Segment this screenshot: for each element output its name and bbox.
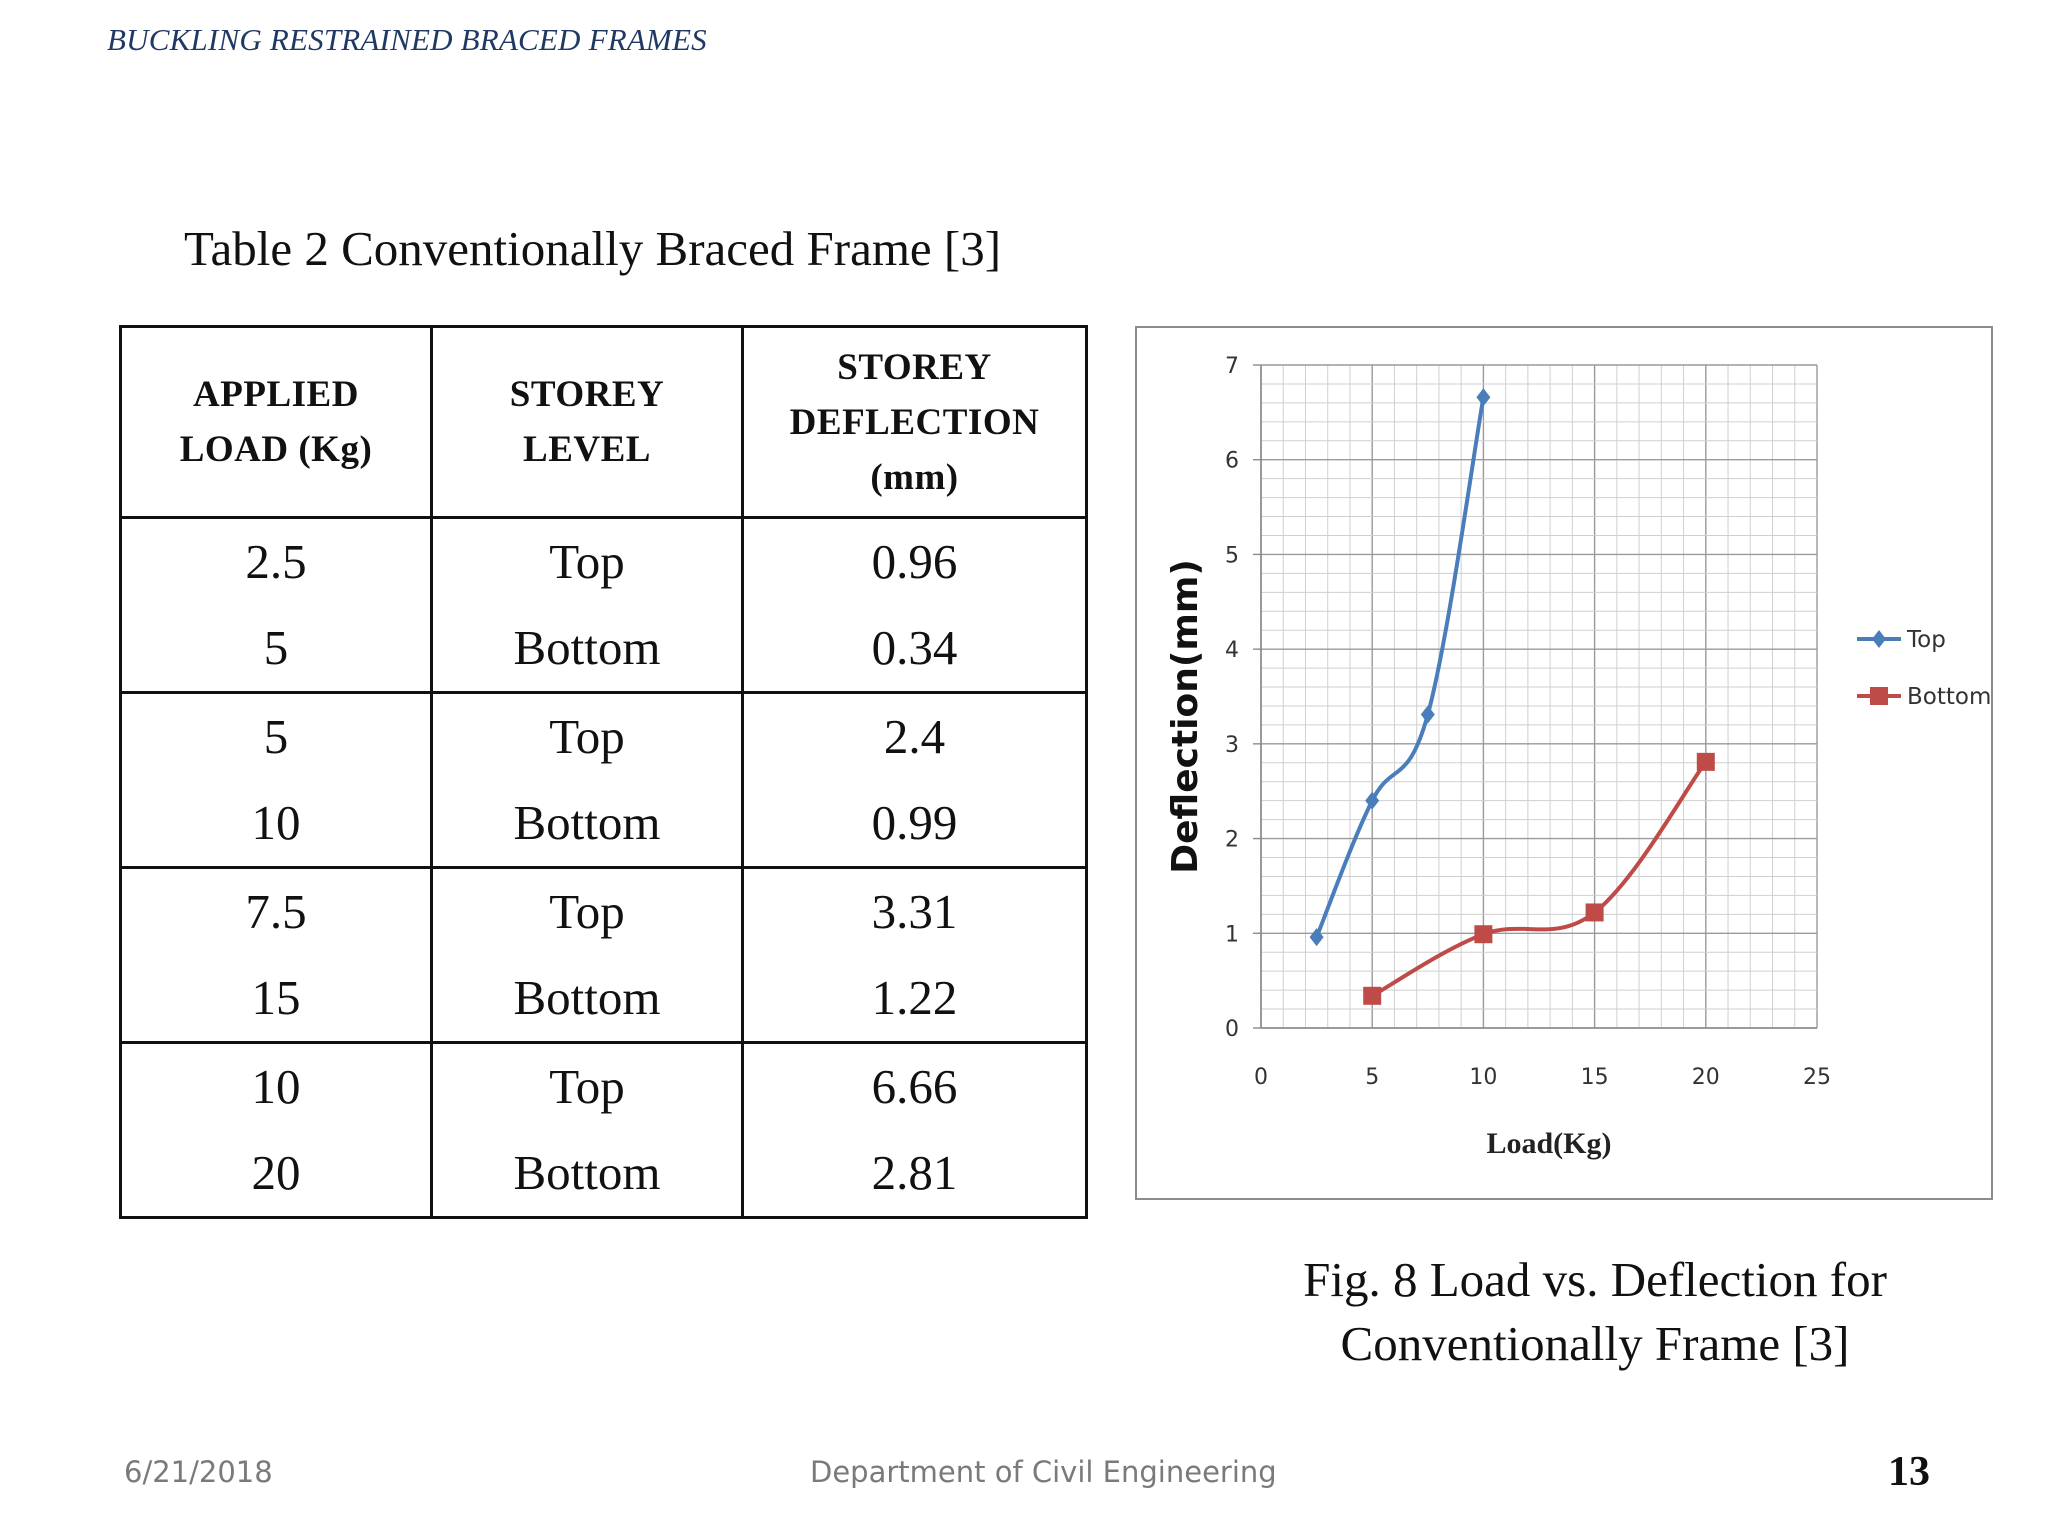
- table-row: 10 20 Top Bottom 6.66 2.81: [119, 1041, 1088, 1219]
- cell-value: 0.96: [871, 534, 958, 589]
- figure-caption-line: Conventionally Frame [3]: [1340, 1316, 1850, 1371]
- y-tick-label: 3: [1225, 733, 1239, 758]
- load-cell: 5 10: [119, 691, 433, 869]
- chart-legend: Top Bottom: [1857, 627, 1991, 710]
- table-row: 7.5 15 Top Bottom 3.31 1.22: [119, 866, 1088, 1044]
- header-storey-level: STOREY LEVEL: [430, 325, 744, 519]
- deflection-cell: 6.66 2.81: [741, 1041, 1088, 1219]
- presentation-header: BUCKLING RESTRAINED BRACED FRAMES: [107, 22, 707, 57]
- cell-value: Bottom: [513, 970, 661, 1025]
- cell-value: 6.66: [871, 1059, 958, 1114]
- table-header-row: APPLIED LOAD (Kg) STOREY LEVEL STOREY DE…: [119, 325, 1088, 519]
- series-line-bottom: [1370, 759, 1708, 998]
- data-point-bottom: [1585, 903, 1604, 922]
- data-point-bottom: [1474, 925, 1493, 944]
- header-line: STOREY: [509, 374, 665, 415]
- y-tick-label: 4: [1225, 638, 1239, 663]
- figure-caption-line: Fig. 8 Load vs. Deflection for: [1303, 1252, 1887, 1307]
- footer-date: 6/21/2018: [124, 1455, 273, 1489]
- cell-value: Top: [549, 709, 625, 764]
- x-tick-label: 10: [1469, 1065, 1497, 1090]
- page-number: 13: [1888, 1449, 1930, 1495]
- cell-value: 2.4: [883, 709, 946, 764]
- cell-value: 7.5: [245, 884, 307, 939]
- cell-value: Bottom: [513, 795, 661, 850]
- y-tick-label: 6: [1225, 449, 1239, 474]
- x-tick-label: 5: [1365, 1065, 1379, 1090]
- x-tick-label: 25: [1803, 1065, 1831, 1090]
- y-tick-label: 1: [1225, 922, 1239, 947]
- level-cell: Top Bottom: [430, 1041, 744, 1219]
- y-tick-label: 7: [1225, 354, 1239, 379]
- legend-label: Top: [1906, 627, 1946, 653]
- load-cell: 7.5 15: [119, 866, 433, 1044]
- cell-value: 1.22: [871, 970, 958, 1025]
- data-point-top: [1420, 705, 1435, 724]
- data-point-top: [1365, 791, 1380, 810]
- legend-swatch-marker: [1872, 630, 1886, 648]
- cell-value: 2.81: [871, 1145, 958, 1200]
- y-tick-label: 0: [1225, 1017, 1239, 1042]
- y-axis-title: Deflection(mm): [1165, 559, 1206, 874]
- data-point-top: [1476, 388, 1491, 407]
- cell-value: 5: [263, 709, 289, 764]
- x-tick-label: 0: [1254, 1065, 1268, 1090]
- level-cell: Top Bottom: [430, 866, 744, 1044]
- table-row: 5 10 Top Bottom 2.4 0.99: [119, 691, 1088, 869]
- header-line: DEFLECTION: [789, 401, 1040, 443]
- header-line: LEVEL: [523, 429, 651, 470]
- y-tick-label: 5: [1225, 543, 1239, 568]
- deflection-cell: 3.31 1.22: [741, 866, 1088, 1044]
- deflection-table: APPLIED LOAD (Kg) STOREY LEVEL STOREY DE…: [119, 325, 1088, 1219]
- cell-value: Top: [549, 884, 625, 939]
- y-tick-label: 2: [1225, 828, 1239, 853]
- data-point-bottom: [1696, 752, 1715, 771]
- footer-department: Department of Civil Engineering: [810, 1455, 1277, 1489]
- x-tick-label: 15: [1581, 1065, 1609, 1090]
- x-axis-title: Load(Kg): [1486, 1127, 1611, 1160]
- load-deflection-chart: 0 1 2 3 4 5 6 7 0 5 10 15 20 25 Load(Kg) Deflection(mm)…: [1135, 326, 1993, 1200]
- cell-value: Bottom: [513, 620, 661, 675]
- series-line-top: [1314, 395, 1486, 940]
- header-line: APPLIED: [193, 374, 359, 415]
- chart-canvas: 0 1 2 3 4 5 6 7 0 5 10 15 20 25 Load(Kg) Deflection(mm)…: [1165, 354, 1991, 1160]
- cell-value: 0.34: [871, 620, 958, 675]
- header-storey-deflection: STOREY DEFLECTION (mm): [741, 325, 1088, 519]
- x-tick-label: 20: [1692, 1065, 1720, 1090]
- cell-value: 2.5: [245, 534, 307, 589]
- cell-value: 3.31: [871, 884, 958, 939]
- cell-value: 0.99: [871, 795, 958, 850]
- legend-swatch-marker: [1870, 687, 1888, 705]
- cell-value: Top: [549, 534, 625, 589]
- level-cell: Top Bottom: [430, 691, 744, 869]
- data-point-top: [1309, 928, 1324, 947]
- level-cell: Top Bottom: [430, 516, 744, 694]
- deflection-cell: 0.96 0.34: [741, 516, 1088, 694]
- cell-value: 15: [251, 970, 301, 1025]
- chart-grid: [1260, 364, 1818, 1029]
- legend-label: Bottom: [1907, 684, 1991, 710]
- load-cell: 10 20: [119, 1041, 433, 1219]
- data-point-bottom: [1363, 986, 1382, 1005]
- header-line: STOREY: [837, 346, 992, 388]
- cell-value: 10: [251, 795, 301, 850]
- cell-value: Top: [549, 1059, 625, 1114]
- deflection-cell: 2.4 0.99: [741, 691, 1088, 869]
- cell-value: 10: [251, 1059, 301, 1114]
- header-line: (mm): [870, 456, 959, 498]
- cell-value: 5: [263, 620, 289, 675]
- chart-series: [1309, 388, 1715, 1005]
- table-row: 2.5 5 Top Bottom 0.96 0.34: [119, 516, 1088, 694]
- figure-caption: Fig. 8 Load vs. Deflection for Conventio…: [1235, 1248, 1955, 1376]
- header-line: LOAD (Kg): [179, 429, 373, 470]
- table-caption: Table 2 Conventionally Braced Frame [3]: [184, 221, 1002, 276]
- chart-axes: 0 1 2 3 4 5 6 7 0 5 10 15 20 25 Load(Kg) Deflection(mm): [1165, 354, 1831, 1160]
- header-applied-load: APPLIED LOAD (Kg): [119, 325, 433, 519]
- cell-value: Bottom: [513, 1145, 661, 1200]
- load-cell: 2.5 5: [119, 516, 433, 694]
- cell-value: 20: [251, 1145, 301, 1200]
